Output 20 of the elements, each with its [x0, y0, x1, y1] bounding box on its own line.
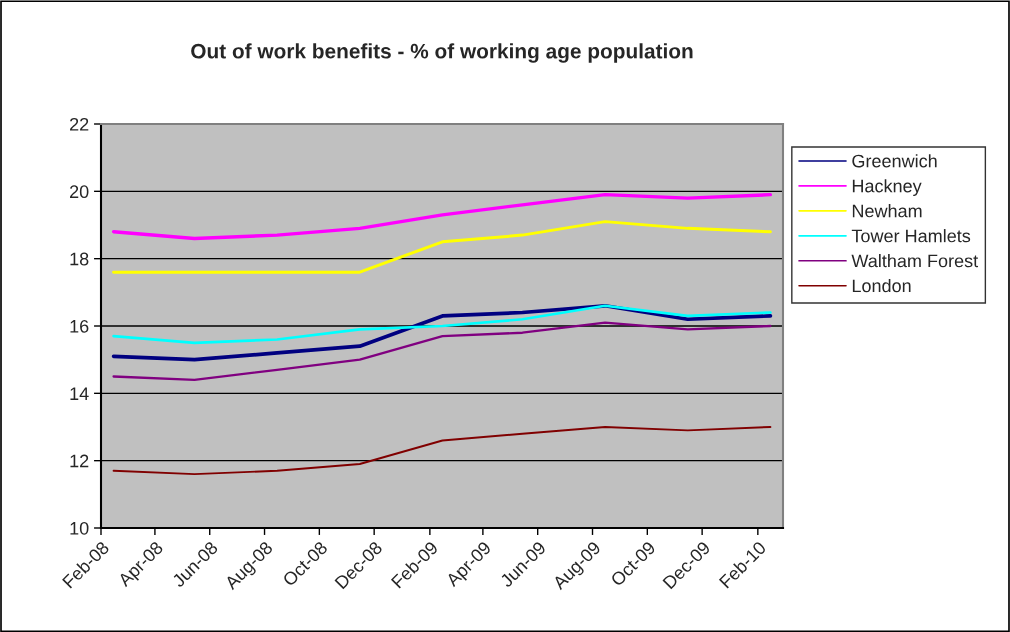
- legend-label: Newham: [852, 204, 922, 218]
- y-tick-label: 14: [70, 387, 89, 400]
- y-tick-label: 20: [70, 185, 89, 199]
- legend-label: London: [852, 278, 911, 293]
- y-tick-label: 22: [70, 117, 89, 131]
- y-tick-label: 18: [70, 252, 89, 266]
- line-series: [112, 220, 772, 274]
- line-series: [112, 321, 772, 382]
- chart-title: Out of work benefits - % of working age population: [191, 43, 693, 63]
- y-tick-label: 16: [70, 319, 89, 333]
- legend-label: Tower Hamlets: [851, 229, 971, 243]
- y-tick-label: 12: [70, 454, 89, 468]
- line-series: [111, 303, 773, 362]
- y-tick-label: 10: [70, 521, 89, 535]
- legend-label: Greenwich: [852, 154, 937, 168]
- line-series: [112, 304, 772, 345]
- line-series: [112, 426, 772, 476]
- legend-label: Hackney: [852, 179, 922, 196]
- legend-label: Waltham Forest: [851, 254, 979, 268]
- line-series: [111, 193, 773, 241]
